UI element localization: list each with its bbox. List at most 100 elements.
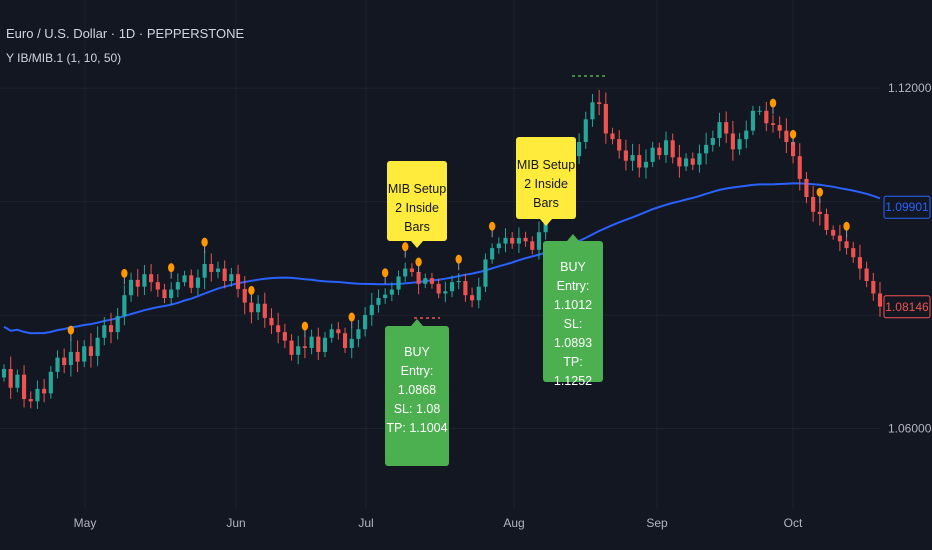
- candle-body: [229, 274, 234, 282]
- candle-body: [302, 346, 307, 348]
- candle-body: [436, 283, 441, 294]
- candle-body: [62, 357, 67, 366]
- chart-title: Euro / U.S. Dollar · 1D · PEPPERSTONE: [6, 26, 245, 41]
- candle-body: [21, 374, 27, 400]
- candle-body: [95, 337, 100, 356]
- candle-body: [831, 229, 836, 236]
- candle-body: [102, 325, 107, 338]
- callout-line: SL: 1.0893: [553, 317, 593, 350]
- signal-marker: [402, 242, 409, 252]
- candle-body: [851, 248, 856, 258]
- candle-body: [610, 133, 615, 140]
- callout-line: 2 Inside Bars: [524, 177, 568, 210]
- candle-body: [149, 274, 154, 283]
- signal-marker: [769, 98, 777, 108]
- candle-body: [443, 291, 448, 294]
- candle-body: [115, 316, 120, 333]
- candle-body: [590, 102, 595, 120]
- candle-body: [195, 277, 200, 288]
- candle-body: [416, 271, 421, 284]
- candle-body: [342, 333, 348, 348]
- x-tick-label: Aug: [503, 516, 524, 530]
- signal-marker: [455, 254, 462, 264]
- indicator-label: Y IB/MIB.1 (1, 10, 50): [6, 51, 122, 65]
- candle-body: [182, 275, 187, 283]
- candle-body: [643, 161, 649, 168]
- candle-body: [690, 158, 695, 165]
- candle-body: [637, 155, 642, 168]
- candle-body: [1, 368, 7, 378]
- candle-body: [35, 388, 40, 402]
- candle-body: [523, 237, 528, 242]
- candle-body: [684, 158, 689, 167]
- candle-body: [737, 139, 742, 150]
- candle-body: [336, 329, 341, 334]
- candle-body: [376, 298, 381, 305]
- candle-body: [215, 268, 221, 272]
- signal-marker: [789, 129, 797, 139]
- signal-marker: [248, 285, 255, 295]
- candle-body: [817, 211, 822, 215]
- candle-body: [155, 282, 160, 290]
- candle-body: [877, 293, 883, 307]
- candle-body: [309, 336, 314, 348]
- candle-body: [844, 241, 849, 249]
- candle-body: [75, 351, 80, 362]
- candle-body: [82, 346, 87, 362]
- signal-marker: [167, 263, 175, 273]
- candle-body: [142, 274, 147, 287]
- candle-body: [396, 276, 401, 290]
- signal-marker: [301, 321, 309, 331]
- candle-body: [202, 264, 207, 278]
- candle-body: [577, 142, 582, 157]
- callout-line: TP: 1.1252: [553, 355, 593, 388]
- candle-body: [583, 119, 588, 142]
- candle-body: [650, 147, 655, 162]
- candle-body: [750, 110, 756, 131]
- signal-marker: [348, 312, 355, 322]
- candle-body: [764, 110, 769, 124]
- candle-body: [770, 123, 776, 125]
- candle-body: [697, 153, 702, 165]
- candle-body: [383, 294, 388, 299]
- candle-body: [276, 325, 281, 333]
- candle-body: [630, 155, 635, 161]
- candle-body: [423, 278, 428, 284]
- signal-marker: [381, 268, 389, 278]
- candle-body: [256, 303, 261, 313]
- candle-body: [704, 144, 709, 154]
- candle-body: [837, 235, 842, 242]
- candle-body: [242, 288, 247, 303]
- candle-body: [663, 140, 669, 156]
- candle-body: [8, 368, 13, 388]
- candle-body: [162, 289, 167, 299]
- callout-line: TP: 1.1004: [386, 421, 448, 435]
- candle-body: [235, 274, 241, 289]
- callout-line: BUY: [560, 260, 586, 274]
- signal-marker: [816, 187, 824, 197]
- candle-body: [657, 147, 662, 156]
- candle-body: [824, 214, 829, 230]
- candle-body: [757, 110, 762, 112]
- candle-body: [169, 289, 174, 299]
- signal-marker: [121, 268, 128, 278]
- candle-body: [222, 268, 227, 282]
- candle-body: [296, 346, 301, 355]
- candle-body: [677, 157, 682, 167]
- candle-body: [316, 336, 321, 352]
- candle-body: [857, 257, 863, 269]
- candle-body: [122, 295, 127, 317]
- price-box: [883, 195, 931, 219]
- callout-line: 2 Inside Bars: [395, 201, 439, 234]
- callout-line: MIB Setup: [387, 182, 447, 196]
- candle-body: [623, 150, 628, 161]
- candle-body: [135, 279, 140, 287]
- signal-marker: [843, 221, 850, 231]
- price-box-label: 1.09901: [885, 200, 929, 214]
- candle-body: [503, 237, 508, 244]
- candle-body: [28, 399, 33, 402]
- candle-body: [730, 133, 735, 150]
- candle-body: [269, 317, 274, 326]
- signal-marker: [67, 325, 75, 335]
